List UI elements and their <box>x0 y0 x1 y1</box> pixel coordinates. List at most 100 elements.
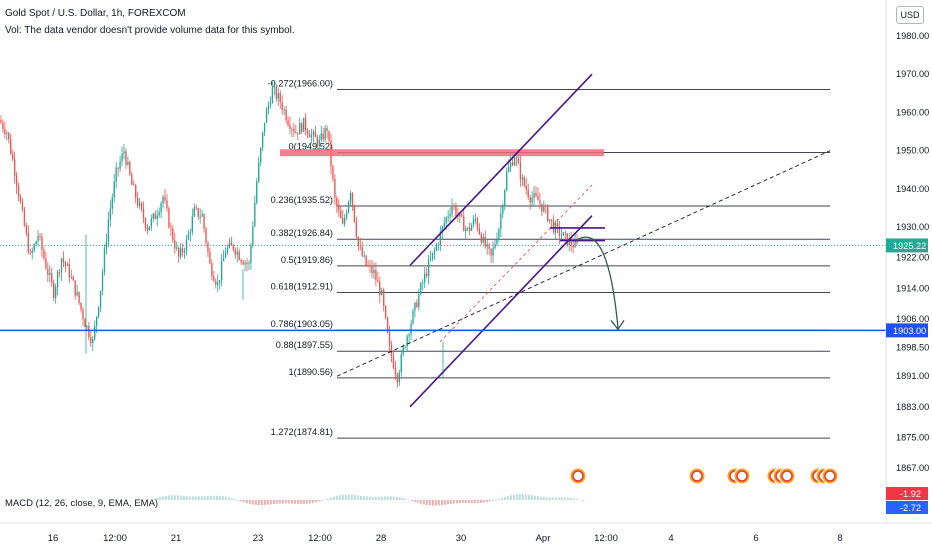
macd-bar <box>543 496 545 500</box>
macd-bar <box>429 500 431 506</box>
candle-body <box>203 214 205 229</box>
candle-body <box>166 200 168 209</box>
y-tick-label: 1980.00 <box>896 31 929 41</box>
macd-bar <box>306 500 308 504</box>
candle-body <box>533 193 535 198</box>
candle-body <box>92 338 94 344</box>
y-tick-label: 1950.00 <box>896 146 929 156</box>
x-tick-label: 12:00 <box>103 533 127 544</box>
candle-body <box>283 109 285 111</box>
candle-body <box>347 201 350 213</box>
macd-bar <box>192 496 194 500</box>
candle-body <box>386 317 389 333</box>
candle-body <box>123 151 125 154</box>
macd-bar <box>150 500 152 501</box>
us-flag-event-icon[interactable] <box>688 467 706 485</box>
candle-body <box>304 117 307 131</box>
chart-title: Gold Spot / U.S. Dollar, 1h, FOREXCOM <box>5 8 186 19</box>
macd-bar <box>426 500 428 506</box>
candle-body <box>511 162 514 166</box>
candle-body <box>549 219 551 221</box>
macd-bar <box>375 496 377 500</box>
macd-bar <box>372 496 374 500</box>
macd-bar <box>237 500 239 501</box>
us-flag-event-icon[interactable] <box>733 467 751 485</box>
us-flag-event-icon[interactable] <box>821 467 839 485</box>
candle-body <box>502 206 504 214</box>
candle-body <box>156 215 158 220</box>
macd-bar <box>318 500 320 502</box>
candle-body <box>179 248 182 257</box>
drawings[interactable] <box>0 73 886 408</box>
candle-body <box>275 86 277 99</box>
candle-body <box>119 161 121 169</box>
x-tick-label: 8 <box>837 533 842 544</box>
macd-bar <box>459 500 461 504</box>
us-flag-event-icon[interactable] <box>778 467 796 485</box>
macd-bar <box>162 496 164 500</box>
macd-bar <box>171 495 173 500</box>
volume-note: Vol: The data vendor doesn't provide vol… <box>5 25 295 36</box>
macd-indicator-label[interactable]: MACD (12, 26, close, 9, EMA, EMA) <box>5 498 159 509</box>
candle-body <box>279 93 281 103</box>
candle-body <box>427 260 430 277</box>
candle-body <box>484 236 486 247</box>
candle-body <box>406 336 408 347</box>
candle-body <box>529 197 531 203</box>
candle-body <box>478 228 481 234</box>
candle-body <box>470 225 473 231</box>
candle-body <box>187 233 190 240</box>
macd-bar <box>552 497 554 500</box>
candle-body <box>439 232 442 245</box>
macd-bar <box>258 500 260 506</box>
candle-body <box>449 213 451 217</box>
candle-body <box>150 218 153 227</box>
macd-bar <box>432 500 434 506</box>
event-icon-center <box>736 470 748 482</box>
time-axis[interactable]: 16 12:00 21 23 12:00 28 30 Apr 12:00 4 6 8 <box>0 522 932 544</box>
candle-body <box>527 189 529 198</box>
candle-body <box>322 133 324 140</box>
macd-histogram <box>150 494 584 506</box>
macd-bar <box>213 495 215 500</box>
candle-body <box>12 153 14 160</box>
candle-body <box>523 177 525 186</box>
macd-bar <box>396 497 398 500</box>
macd-bar <box>270 500 272 505</box>
candle-body <box>109 208 112 220</box>
us-flag-event-icon[interactable] <box>569 467 587 485</box>
macd-bar <box>183 495 185 500</box>
y-tick-label: 1960.00 <box>896 107 929 117</box>
candle-body <box>244 262 246 265</box>
macd-bar <box>186 496 188 500</box>
macd-bar <box>336 495 338 500</box>
candle-body <box>258 162 260 182</box>
y-tick-label: 1922.00 <box>896 253 929 263</box>
macd-bar <box>504 496 506 500</box>
event-icons[interactable] <box>569 467 839 485</box>
macd-bar <box>390 496 392 500</box>
candle-body <box>318 139 320 146</box>
macd-bar <box>369 496 371 500</box>
x-tick-label: Apr <box>536 533 551 544</box>
candle-body <box>267 104 270 110</box>
candle-body <box>340 210 342 219</box>
currency-button[interactable]: USD <box>896 6 924 24</box>
macd-bar <box>234 499 236 500</box>
candle-body <box>107 219 110 242</box>
candle-body <box>99 290 102 307</box>
candle-body <box>10 139 12 154</box>
fibonacci-retracement[interactable]: -0.272(1966.00) 0(1949.52) 0.236(1935.52) 0… <box>268 79 830 439</box>
candle-body <box>388 332 391 346</box>
candle-body <box>377 280 379 282</box>
x-tick-label: 28 <box>376 533 387 544</box>
candle-body <box>248 263 250 265</box>
candle-body <box>254 202 256 227</box>
candle-body <box>33 244 35 251</box>
candle-body <box>564 232 566 234</box>
candle-body <box>535 193 537 196</box>
candle-body <box>312 131 315 135</box>
price-axis[interactable]: 1980.00 1970.00 1960.00 1950.00 1940.00 1930.… <box>885 0 929 523</box>
candle-body <box>113 181 115 198</box>
